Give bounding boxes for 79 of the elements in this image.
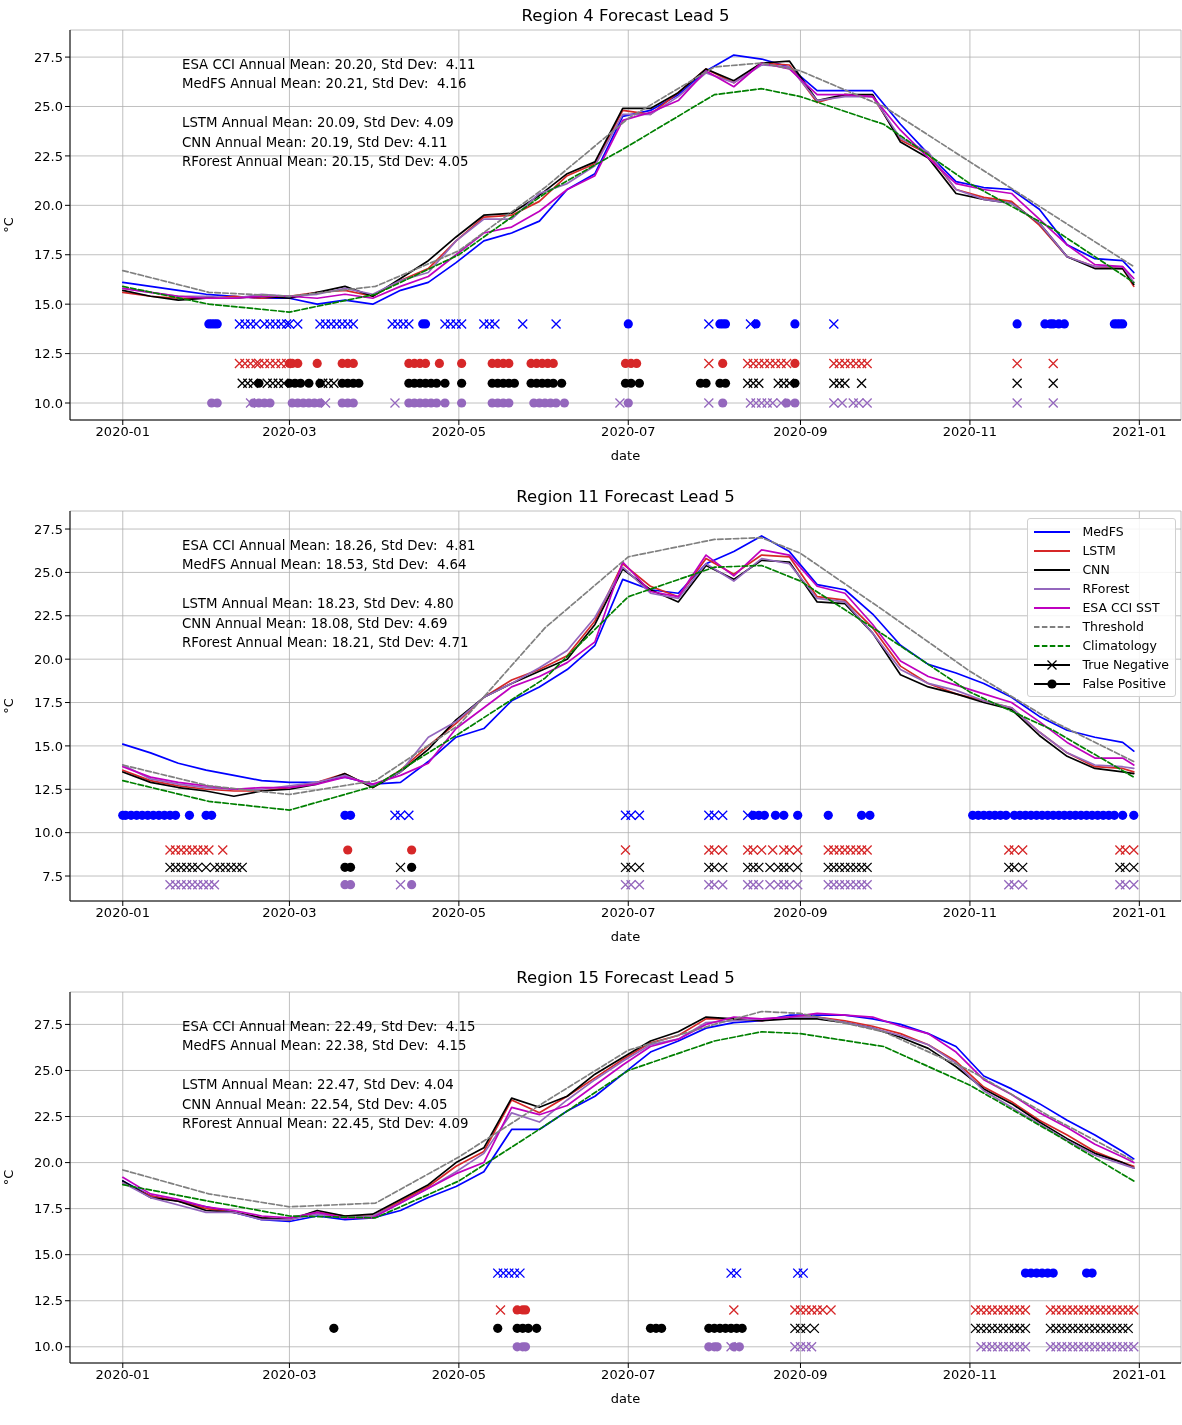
y-tick-label: 17.5 — [34, 695, 63, 711]
annotation: ESA CCI Annual Mean: 18.26, Std Dev: 4.81 — [182, 538, 476, 554]
x-axis-title: date — [610, 448, 641, 463]
legend-label: Threshold — [1082, 619, 1144, 634]
annotation: LSTM Annual Mean: 20.09, Std Dev: 4.09 — [182, 115, 454, 132]
y-tick-label: 10.0 — [34, 825, 63, 841]
annotation: ESA CCI Annual Mean: 22.49, Std Dev: 4.15 — [182, 1019, 476, 1035]
y-tick-label: 27.5 — [34, 521, 63, 537]
x-tick-label: 2021-01 — [1112, 424, 1167, 440]
y-tick-label: 12.5 — [34, 346, 63, 362]
chart-title: Region 11 Forecast Lead 5 — [515, 487, 736, 506]
legend-label: CNN — [1082, 562, 1110, 577]
x-tick-label: 2020-01 — [95, 1367, 150, 1383]
y-tick-label: 12.5 — [34, 1293, 63, 1309]
x-tick-label: 2020-03 — [262, 905, 317, 921]
x-tick-label: 2020-03 — [262, 1367, 317, 1383]
chart-title: Region 4 Forecast Lead 5 — [520, 6, 731, 25]
y-tick-label: 25.0 — [34, 565, 63, 581]
x-tick-label: 2020-11 — [942, 424, 998, 440]
annotation: MedFS Annual Mean: 18.53, Std Dev: 4.64 — [182, 557, 467, 574]
annotation: CNN Annual Mean: 20.19, Std Dev: 4.11 — [182, 134, 448, 151]
legend-label: Climatology — [1082, 638, 1157, 653]
annotation: MedFS Annual Mean: 20.21, Std Dev: 4.16 — [182, 76, 467, 93]
y-axis-title: °C — [0, 1169, 16, 1186]
y-tick-label: 15.0 — [34, 738, 63, 754]
legend-label: True Negative — [1082, 657, 1169, 672]
y-tick-label: 17.5 — [34, 247, 63, 263]
annotation: CNN Annual Mean: 18.08, Std Dev: 4.69 — [182, 615, 448, 632]
x-tick-label: 2021-01 — [1112, 1367, 1167, 1383]
annotation: MedFS Annual Mean: 22.38, Std Dev: 4.15 — [182, 1038, 467, 1055]
annotation: RForest Annual Mean: 20.15, Std Dev: 4.05 — [182, 154, 469, 170]
x-axis-title: date — [610, 929, 641, 944]
x-tick-label: 2020-05 — [431, 905, 487, 921]
y-tick-label: 27.5 — [34, 49, 63, 65]
legend-label: MedFS — [1082, 524, 1124, 539]
y-tick-label: 22.5 — [34, 148, 63, 164]
x-tick-label: 2020-11 — [942, 905, 998, 921]
x-tick-label: 2020-07 — [601, 424, 656, 440]
legend-label: False Positive — [1082, 676, 1166, 691]
x-tick-label: 2020-07 — [601, 905, 656, 921]
annotation: RForest Annual Mean: 18.21, Std Dev: 4.71 — [182, 635, 469, 651]
x-tick-label: 2020-01 — [95, 905, 150, 921]
x-tick-label: 2020-11 — [942, 1367, 998, 1383]
y-tick-label: 15.0 — [34, 1247, 63, 1263]
annotation: ESA CCI Annual Mean: 20.20, Std Dev: 4.11 — [182, 57, 476, 73]
legend-label: ESA CCI SST — [1082, 600, 1160, 615]
y-tick-label: 22.5 — [34, 608, 63, 624]
x-tick-label: 2020-09 — [773, 1367, 828, 1383]
y-axis-title: °C — [0, 217, 16, 233]
x-tick-label: 2020-05 — [431, 1367, 487, 1383]
y-tick-label: 10.0 — [34, 395, 63, 411]
y-tick-label: 7.5 — [42, 868, 63, 884]
x-tick-label: 2020-07 — [601, 1367, 656, 1383]
y-tick-label: 15.0 — [34, 296, 63, 312]
annotation: CNN Annual Mean: 22.54, Std Dev: 4.05 — [182, 1096, 448, 1113]
y-tick-label: 12.5 — [34, 781, 63, 797]
y-tick-label: 27.5 — [34, 1017, 63, 1033]
x-tick-label: 2020-05 — [431, 424, 487, 440]
chart-title: Region 15 Forecast Lead 5 — [515, 968, 736, 987]
x-tick-label: 2020-09 — [773, 424, 828, 440]
y-tick-label: 20.0 — [34, 651, 63, 667]
y-axis-title: °C — [0, 698, 16, 714]
x-tick-label: 2020-03 — [262, 424, 317, 440]
annotation: LSTM Annual Mean: 22.47, Std Dev: 4.04 — [182, 1077, 454, 1094]
y-tick-label: 17.5 — [34, 1201, 63, 1217]
x-tick-label: 2020-09 — [773, 905, 828, 921]
y-tick-label: 25.0 — [34, 1063, 63, 1079]
x-tick-label: 2021-01 — [1112, 905, 1167, 921]
y-tick-label: 25.0 — [34, 99, 63, 115]
y-tick-label: 20.0 — [34, 1155, 63, 1171]
x-axis-title: date — [610, 1391, 641, 1406]
y-tick-label: 22.5 — [34, 1109, 63, 1125]
y-tick-label: 20.0 — [34, 197, 63, 213]
legend-label: LSTM — [1082, 543, 1116, 558]
legend-label: RForest — [1082, 581, 1130, 596]
annotation: LSTM Annual Mean: 18.23, Std Dev: 4.80 — [182, 596, 454, 613]
y-tick-label: 10.0 — [34, 1339, 63, 1355]
x-tick-label: 2020-01 — [95, 424, 150, 440]
annotation: RForest Annual Mean: 22.45, Std Dev: 4.09 — [182, 1116, 469, 1132]
